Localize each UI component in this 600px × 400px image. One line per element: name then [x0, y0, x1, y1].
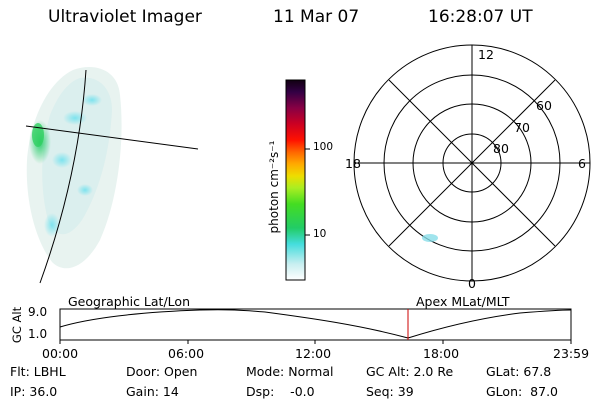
mode-info: Mode: Normal: [246, 364, 334, 379]
filter-info: Flt: LBHL: [10, 364, 66, 379]
mlat-label-60: 60: [536, 98, 552, 113]
mlt-label-18: 18: [345, 156, 361, 171]
dsp-info: Dsp: -0.0: [246, 384, 315, 399]
polar-emission-spot: [422, 234, 438, 242]
timeline-y-tick-bottom: 1.0: [28, 327, 48, 341]
ip-info: IP: 36.0: [10, 384, 58, 399]
x-tick-0000: 00:00: [42, 346, 79, 361]
instrument-title: Ultraviolet Imager: [48, 7, 202, 27]
seq-info: Seq: 39: [366, 384, 414, 399]
x-tick-0600: 06:00: [168, 346, 205, 361]
longitude-line: [39, 69, 87, 284]
gc-alt-info: GC Alt: 2.0 Re: [366, 364, 454, 379]
mlt-label-6: 6: [578, 156, 586, 171]
glon-info: GLon: 87.0: [486, 384, 558, 399]
latitude-line: [25, 125, 199, 150]
mlat-label-80: 80: [493, 141, 509, 156]
timeline-right-title: Apex MLat/MLT: [416, 294, 510, 309]
colorbar-tick-100: 100: [313, 141, 334, 153]
x-tick-1200: 12:00: [295, 346, 332, 361]
x-tick-1800: 18:00: [423, 346, 460, 361]
timeline-y-tick-top: 9.0: [28, 305, 48, 319]
mlt-label-12: 12: [478, 47, 494, 62]
time-label: 16:28:07 UT: [428, 7, 533, 27]
mlat-label-70: 70: [514, 120, 530, 135]
date-label: 11 Mar 07: [273, 7, 360, 27]
colorbar-tick-10: 10: [313, 228, 327, 240]
gain-info: Gain: 14: [126, 384, 179, 399]
glat-info: GLat: 67.8: [486, 364, 552, 379]
altitude-curve: [59, 309, 572, 339]
door-info: Door: Open: [126, 364, 198, 379]
timeline-left-title: Geographic Lat/Lon: [68, 294, 190, 309]
x-tick-2359: 23:59: [553, 346, 590, 361]
mlt-label-0: 0: [468, 276, 476, 291]
